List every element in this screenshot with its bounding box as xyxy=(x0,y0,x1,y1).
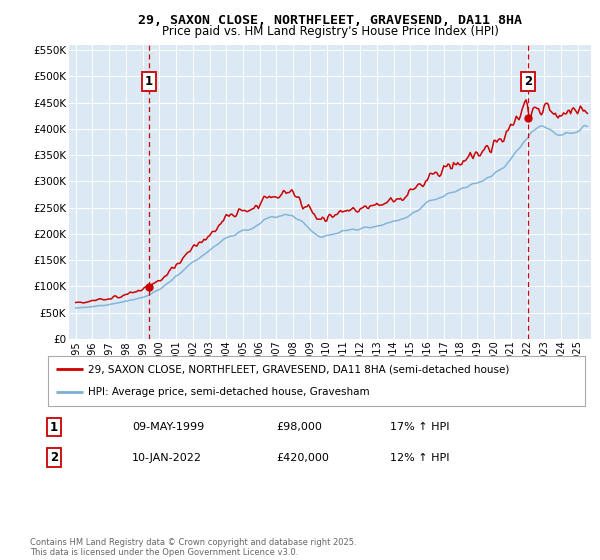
Text: 1: 1 xyxy=(50,421,58,434)
Text: HPI: Average price, semi-detached house, Gravesham: HPI: Average price, semi-detached house,… xyxy=(88,388,370,398)
Text: 2: 2 xyxy=(524,75,532,88)
Text: 1: 1 xyxy=(145,75,153,88)
Text: 09-MAY-1999: 09-MAY-1999 xyxy=(132,422,204,432)
Text: £98,000: £98,000 xyxy=(276,422,322,432)
Text: 2: 2 xyxy=(50,451,58,464)
Text: 10-JAN-2022: 10-JAN-2022 xyxy=(132,452,202,463)
Text: 29, SAXON CLOSE, NORTHFLEET, GRAVESEND, DA11 8HA (semi-detached house): 29, SAXON CLOSE, NORTHFLEET, GRAVESEND, … xyxy=(88,364,509,374)
Text: Contains HM Land Registry data © Crown copyright and database right 2025.
This d: Contains HM Land Registry data © Crown c… xyxy=(30,538,356,557)
Text: Price paid vs. HM Land Registry's House Price Index (HPI): Price paid vs. HM Land Registry's House … xyxy=(161,25,499,38)
Text: 12% ↑ HPI: 12% ↑ HPI xyxy=(390,452,449,463)
Text: 29, SAXON CLOSE, NORTHFLEET, GRAVESEND, DA11 8HA: 29, SAXON CLOSE, NORTHFLEET, GRAVESEND, … xyxy=(138,14,522,27)
Text: £420,000: £420,000 xyxy=(276,452,329,463)
Text: 17% ↑ HPI: 17% ↑ HPI xyxy=(390,422,449,432)
